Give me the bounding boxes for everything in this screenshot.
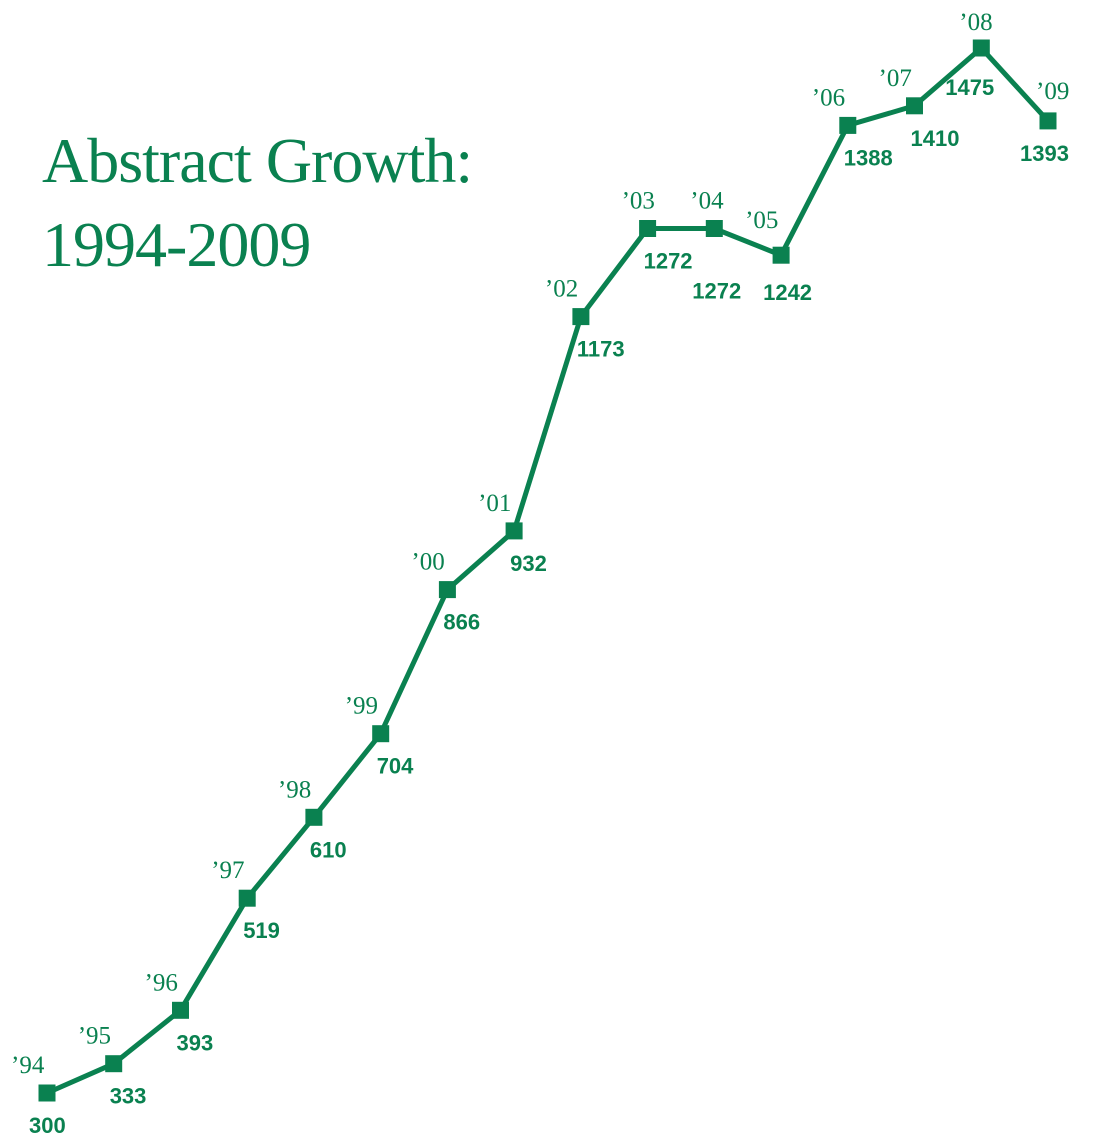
value-label: 1272 [692, 279, 741, 304]
series-line [47, 48, 1048, 1093]
year-label: ’99 [345, 693, 378, 720]
year-label: ’98 [278, 776, 311, 803]
value-label: 1173 [577, 337, 625, 362]
value-label: 1393 [1020, 141, 1069, 166]
data-point-marker [773, 247, 790, 264]
value-label: 1272 [644, 249, 693, 274]
data-point-marker [439, 581, 456, 598]
data-point-marker [839, 117, 856, 134]
year-label: ’03 [622, 188, 655, 215]
data-point-marker [39, 1085, 56, 1102]
chart-title-line-2: 1994-2009 [42, 209, 310, 280]
data-point-marker [1040, 112, 1057, 129]
value-label: 393 [177, 1030, 214, 1055]
value-label: 704 [377, 754, 414, 779]
data-point-marker [172, 1002, 189, 1019]
year-label: ’02 [545, 276, 578, 303]
value-label: 1475 [945, 75, 994, 100]
value-label: 519 [243, 918, 280, 943]
chart-title-line-1: Abstract Growth: [42, 125, 472, 196]
value-label: 300 [29, 1113, 66, 1136]
year-label: ’01 [478, 490, 511, 517]
year-label: ’07 [879, 65, 912, 92]
data-point-marker [973, 40, 990, 57]
value-label: 610 [310, 837, 347, 862]
year-label: ’97 [211, 857, 244, 884]
year-label: ’08 [959, 9, 992, 36]
year-label: ’06 [812, 84, 845, 111]
data-point-marker [239, 890, 256, 907]
value-label: 866 [443, 610, 480, 635]
year-label: ’04 [690, 188, 724, 215]
year-label: ’09 [1036, 78, 1069, 105]
data-point-marker [506, 522, 523, 539]
data-point-marker [372, 725, 389, 742]
value-label: 932 [510, 551, 547, 576]
data-markers [39, 40, 1057, 1102]
year-label: ’94 [11, 1052, 45, 1079]
data-point-marker [906, 97, 923, 114]
year-label: ’00 [411, 549, 444, 576]
value-label: 1410 [911, 126, 960, 151]
data-point-marker [105, 1055, 122, 1072]
value-label: 333 [110, 1084, 147, 1109]
value-label: 1242 [763, 280, 812, 305]
data-point-marker [305, 809, 322, 826]
data-point-marker [706, 220, 723, 237]
year-label: ’95 [78, 1023, 111, 1050]
value-label: 1388 [844, 145, 893, 170]
year-label: ’96 [145, 969, 178, 996]
year-label: ’05 [745, 207, 778, 234]
data-point-marker [572, 308, 589, 325]
data-point-marker [639, 220, 656, 237]
